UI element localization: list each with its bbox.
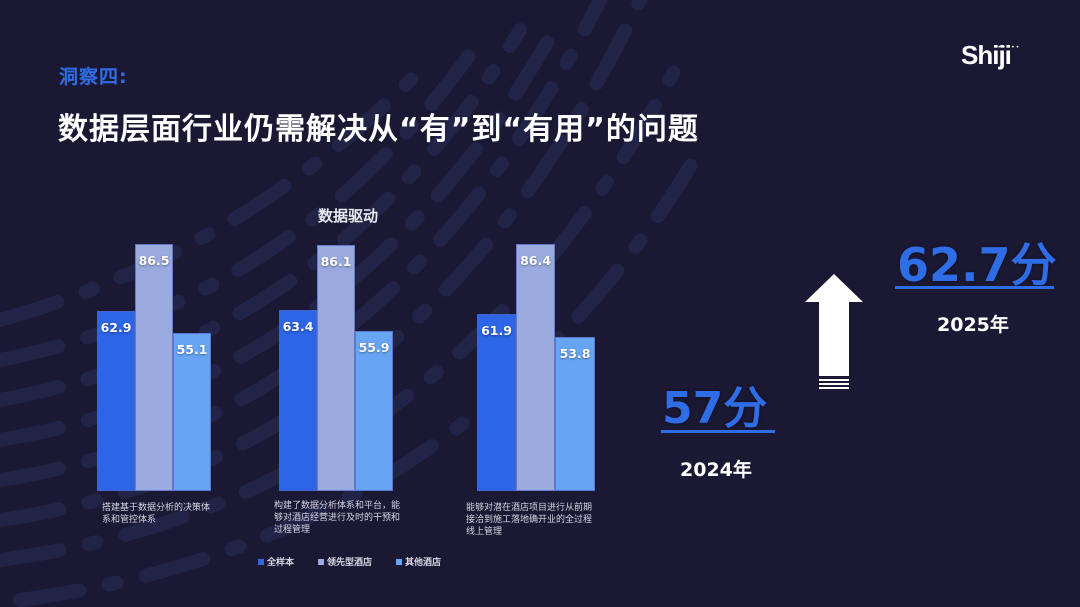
legend-item-leading: 领先型酒店: [318, 555, 372, 568]
legend-swatch: [396, 558, 402, 565]
bar-value: 86.5: [138, 253, 170, 268]
bar-value: 62.9: [100, 320, 132, 335]
bar-group1-other: 55.1: [173, 333, 211, 491]
shiji-logo: Shiji: [961, 40, 1012, 70]
bar-group1-all: 62.9: [97, 311, 135, 491]
category-label-2: 构建了数据分析体系和平台，能够对酒店经营进行及时的干预和过程管理: [274, 501, 401, 535]
score-2024-underline: [661, 430, 775, 433]
up-arrow-icon: [805, 274, 863, 389]
chart-title: 数据驱动: [318, 207, 379, 225]
year-2024: 2024年: [680, 459, 752, 481]
bar-value: 86.1: [320, 254, 352, 269]
score-2024: 57分: [662, 383, 768, 434]
legend-item-all: 全样本: [258, 555, 294, 568]
legend-item-other: 其他酒店: [396, 555, 441, 568]
bar-value: 55.9: [358, 340, 390, 355]
category-label-1: 搭建基于数据分析的决策体系和管控体系: [102, 503, 211, 525]
year-2025: 2025年: [937, 314, 1009, 336]
bar-group1-leading: 86.5: [135, 244, 173, 491]
page-title: 数据层面行业仍需解决从“有”到“有用”的问题: [58, 112, 699, 147]
category-label-3: 能够对潜在酒店项目进行从前期接洽到施工落地确开业的全过程线上管理: [466, 503, 593, 537]
bar-group3-leading: 86.4: [516, 244, 555, 491]
score-2025-underline: [895, 286, 1054, 289]
bar-group2-other: 55.9: [355, 331, 393, 491]
bar-value: 53.8: [559, 346, 591, 361]
bar-value: 63.4: [282, 319, 314, 334]
logo-dots-icon: ••••••: [993, 44, 1021, 51]
legend-swatch: [258, 558, 264, 565]
bar-group3-all: 61.9: [477, 314, 516, 491]
bar-value: 86.4: [520, 253, 551, 268]
legend-swatch: [318, 558, 324, 565]
bar-value: 55.1: [176, 342, 208, 357]
bar-group2-all: 63.4: [279, 310, 317, 491]
score-2025: 62.7分: [897, 238, 1057, 292]
bar-value: 61.9: [481, 323, 512, 338]
bar-group3-other: 53.8: [555, 337, 595, 491]
insight-label: 洞察四:: [59, 66, 128, 88]
bar-group2-leading: 86.1: [317, 245, 355, 491]
